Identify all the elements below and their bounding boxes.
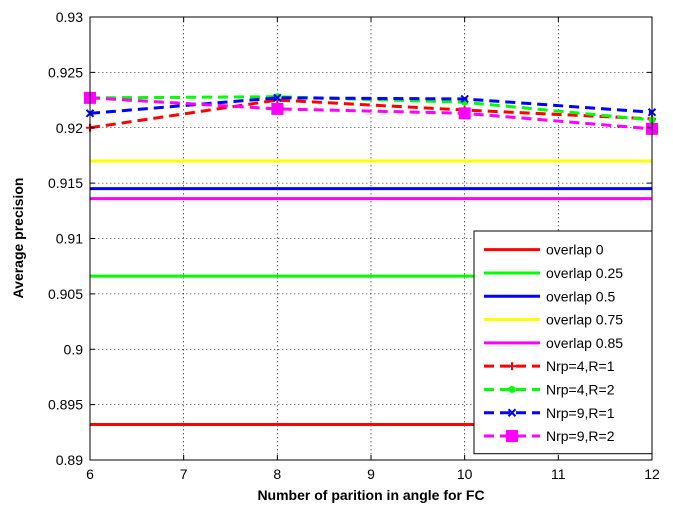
legend-marker-6 [508, 385, 516, 393]
y-tick-label: 0.895 [48, 397, 83, 413]
y-tick-label: 0.91 [56, 231, 83, 247]
y-tick-label: 0.915 [48, 175, 83, 191]
y-tick-label: 0.89 [56, 452, 83, 468]
series-line-7 [89, 96, 653, 115]
legend: overlap 0 overlap 0.25 overlap 0.5 overlap … [473, 230, 653, 455]
legend-label-1: overlap 0.25 [546, 265, 623, 281]
y-tick-label: 0.93 [56, 9, 83, 25]
legend-label-0: overlap 0 [546, 242, 604, 258]
x-tick-label: 6 [86, 466, 94, 482]
legend-label-5: Nrp=4,R=1 [546, 358, 615, 374]
legend-marker-8 [506, 430, 518, 443]
ticks: 6 7 8 9 10 11 12 0.89 0.895 0.9 0.905 0.91 0.915 0.92… [48, 9, 660, 482]
x-tick-label: 9 [367, 466, 375, 482]
legend-label-8: Nrp=9,R=2 [546, 428, 615, 444]
legend-marker-5 [508, 362, 516, 371]
series-line-8 [89, 96, 653, 131]
x-tick-label: 8 [273, 466, 281, 482]
x-tick-label: 11 [551, 466, 566, 482]
y-tick-label: 0.9 [64, 341, 84, 357]
x-tick-label: 12 [644, 466, 660, 482]
x-axis-label: Number of parition in angle for FC [257, 487, 484, 503]
series-8-point [458, 107, 471, 120]
series-7-point [460, 94, 469, 104]
y-axis-label: Average precision [10, 178, 26, 299]
legend-label-7: Nrp=9,R=1 [546, 405, 615, 421]
series-8-point [271, 102, 284, 115]
legend-marker-7 [507, 408, 517, 417]
series-line-5 [89, 98, 653, 130]
y-tick-label: 0.905 [48, 286, 83, 302]
legend-label-4: overlap 0.85 [546, 335, 623, 351]
legend-label-2: overlap 0.5 [546, 288, 615, 304]
legend-label-6: Nrp=4,R=2 [546, 381, 615, 397]
y-tick-label: 0.925 [48, 64, 83, 80]
x-tick-label: 10 [457, 466, 473, 482]
x-tick-label: 7 [180, 466, 188, 482]
legend-label-3: overlap 0.75 [546, 312, 623, 328]
series-7-point [273, 93, 282, 103]
y-tick-label: 0.92 [56, 120, 83, 136]
